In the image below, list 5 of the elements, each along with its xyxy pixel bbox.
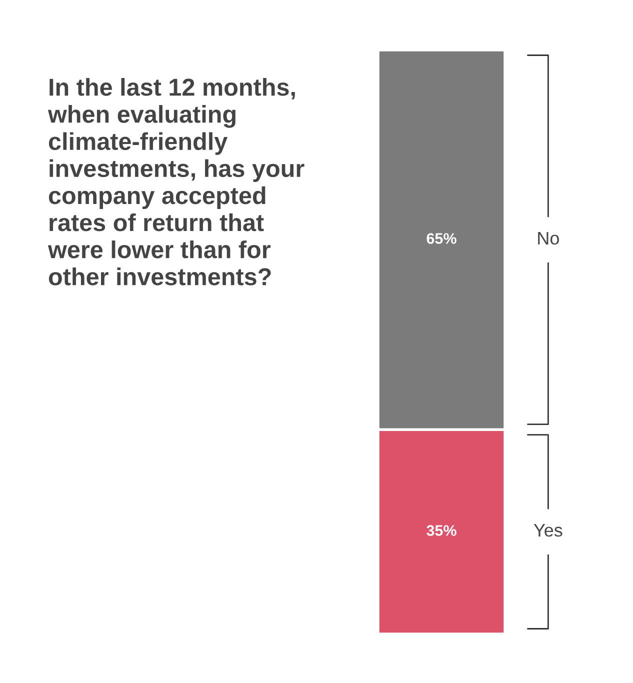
data-label: 65% [426,233,456,244]
data-label: 35% [426,525,456,536]
series-label: Yes [534,524,562,537]
series-label: No [538,232,559,245]
text: In the last 12 months, when evaluating climate-friendly investments, has your company accepted rates of return that were lower than for other investments? [48,78,304,286]
